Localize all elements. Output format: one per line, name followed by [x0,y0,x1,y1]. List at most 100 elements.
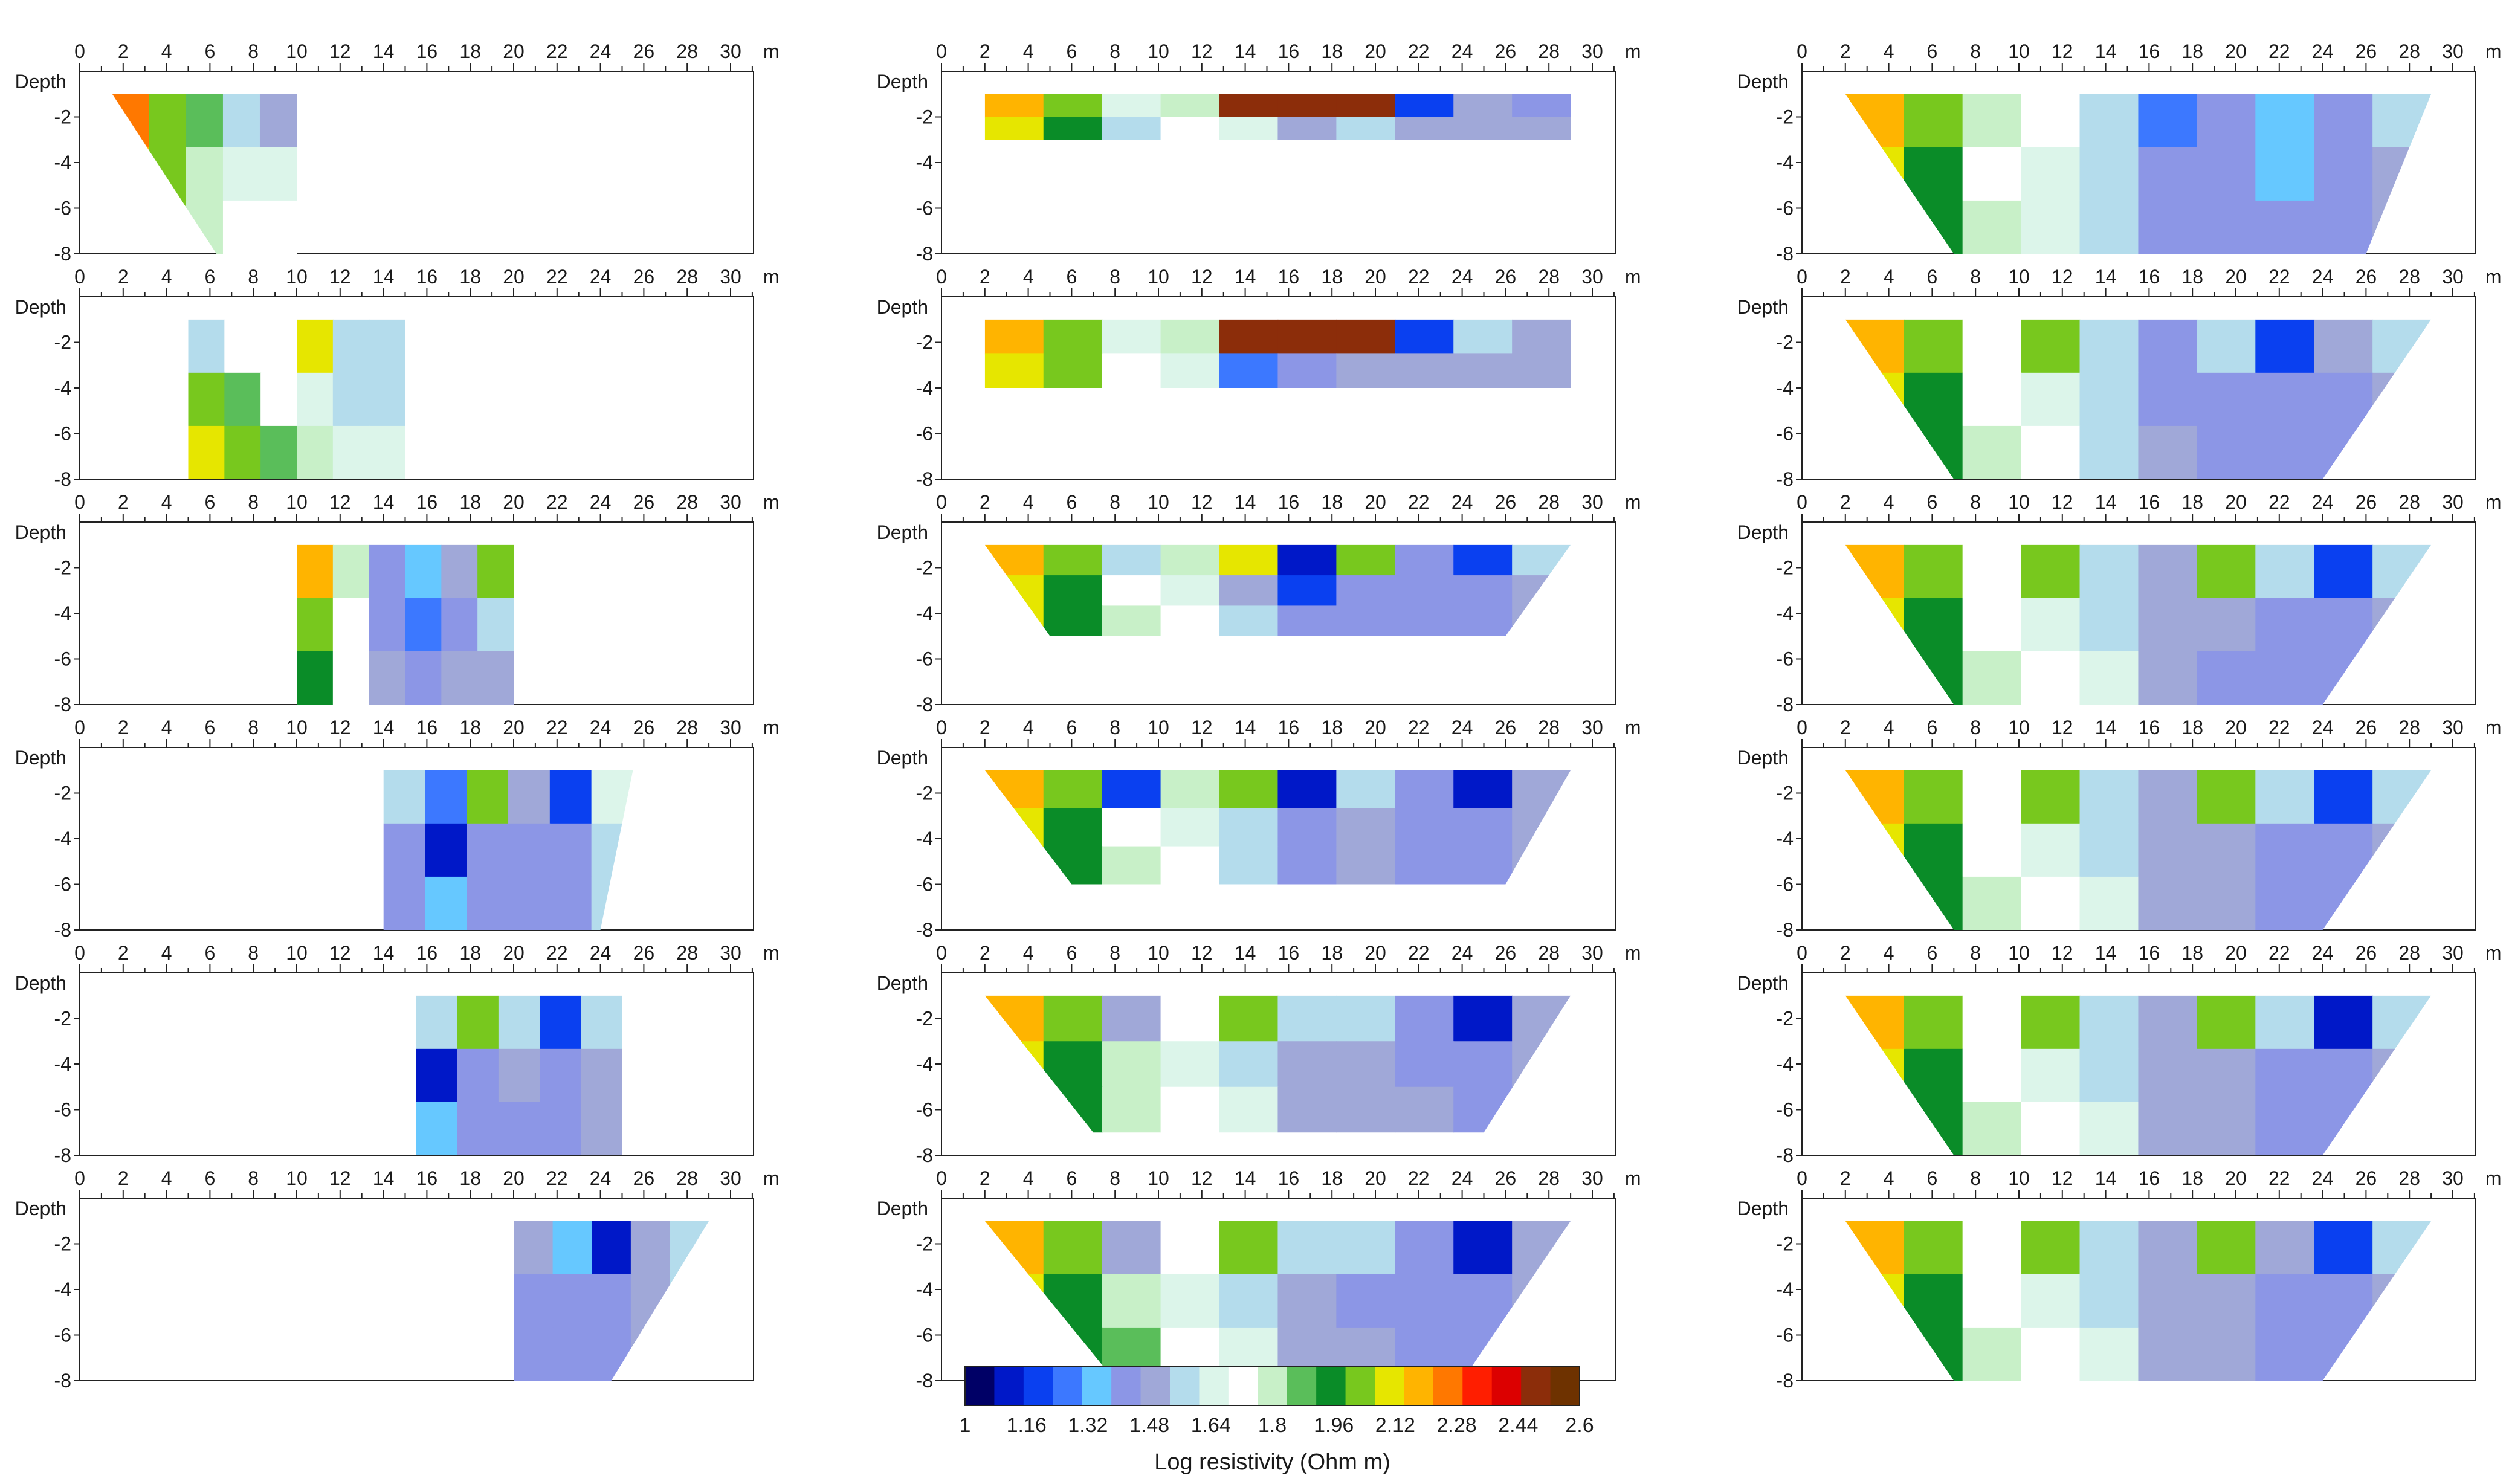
resistivity-cell [1219,94,1279,118]
resistivity-cell [1277,117,1337,140]
resistivity-cell [2021,1221,2081,1275]
resistivity-cell [2021,147,2081,201]
x-tick-label: 2 [980,942,990,964]
x-tick-label: 24 [1451,942,1473,964]
x-tick-label: 16 [2139,717,2160,738]
resistivity-cell [2255,995,2315,1050]
y-tick-label: -8 [916,919,933,941]
x-tick-label: 0 [936,40,947,62]
colorbar-tick-label: 1.96 [1314,1414,1354,1437]
resistivity-cell [1962,1221,2022,1275]
colorbar-swatch [1111,1367,1141,1405]
x-tick-label: 26 [2356,266,2377,288]
x-tick-label: 20 [503,1167,525,1189]
resistivity-cell [425,823,468,877]
x-tick-label: 14 [2095,266,2117,288]
x-tick-label: 28 [676,717,698,738]
resistivity-cell [2079,1102,2139,1155]
resistivity-cell [260,372,297,427]
x-tick-label: 4 [1884,717,1894,738]
resistivity-cell [1395,1221,1455,1275]
resistivity-cell [477,544,514,599]
resistivity-cell [457,1048,499,1103]
section-panel: 0 2 4 6 8 10 12 14 16 18 20 22 24 26 28 30 mDepth-2-4-6-… [1737,1167,2502,1392]
resistivity-cell [1102,605,1161,636]
resistivity-cell [1395,319,1455,355]
x-tick-label: 4 [1884,491,1894,513]
resistivity-cell [2255,1048,2315,1103]
y-axis-label: Depth [877,521,928,543]
y-tick-label: -6 [1777,874,1794,895]
resistivity-cell [1962,823,2022,877]
x-tick-label: 26 [1495,1167,1517,1189]
resistivity-cell [581,1102,622,1155]
x-tick-label: 10 [1148,1167,1169,1189]
x-tick-label: 0 [936,491,947,513]
resistivity-cell [1336,846,1396,885]
resistivity-cell [332,651,370,705]
y-tick-label: -2 [54,782,71,804]
resistivity-cell [1453,605,1513,636]
y-axis-label: Depth [877,1198,928,1219]
resistivity-cell [514,1327,554,1381]
resistivity-cell [2255,1102,2315,1155]
x-tick-label: 10 [286,942,308,964]
resistivity-cell [1043,808,1103,847]
x-tick-label: 14 [1235,717,1256,738]
x-tick-label: 16 [2139,266,2160,288]
resistivity-cell [1160,94,1220,118]
resistivity-cell [552,1274,593,1328]
resistivity-cell [2314,147,2374,201]
resistivity-cell [1102,94,1161,118]
y-tick-label: -8 [1777,468,1794,490]
resistivity-cell [549,876,592,930]
resistivity-cell [2197,770,2256,824]
x-tick-label: 30 [720,491,741,513]
resistivity-cell [1395,544,1455,576]
y-tick-label: -4 [54,152,71,173]
resistivity-cell [1102,770,1161,809]
x-tick-label: 2 [1840,942,1851,964]
resistivity-cell [425,876,468,930]
resistivity-cell [297,425,334,479]
resistivity-cell [2079,372,2139,427]
x-tick-label: 16 [416,1167,438,1189]
x-tick-label: 20 [2225,942,2247,964]
y-tick-label: -2 [54,1008,71,1030]
resistivity-cell [1962,1327,2022,1381]
y-tick-label: -2 [916,106,933,128]
x-tick-label: 12 [2052,40,2073,62]
x-tick-label: 0 [936,266,947,288]
x-tick-label: 6 [205,266,216,288]
colorbar-swatch [1462,1367,1493,1405]
resistivity-cell [2255,876,2315,930]
resistivity-cell [1395,995,1455,1042]
x-tick-label: 26 [1495,942,1517,964]
colorbar-swatch [1433,1367,1464,1405]
resistivity-cell [416,1102,458,1155]
x-tick-label: 2 [1840,266,1851,288]
resistivity-cell [383,876,426,930]
x-tick-label: 30 [1581,40,1603,62]
colorbar-swatch [1023,1367,1054,1405]
x-tick-label: 0 [936,1167,947,1189]
resistivity-cell [2079,94,2139,148]
x-tick-label: 16 [1278,491,1300,513]
y-axis-label: Depth [15,521,66,543]
resistivity-cell [332,598,370,652]
resistivity-grid [383,770,633,930]
x-tick-label: 30 [2442,491,2464,513]
x-tick-label: 24 [590,491,612,513]
x-tick-label: 0 [74,266,85,288]
resistivity-cell [383,823,426,877]
resistivity-cell [1102,319,1161,355]
section-panel: 0 2 4 6 8 10 12 14 16 18 20 22 24 26 28 30 mDepth-2-4-6-… [15,491,780,715]
x-tick-label: 6 [205,942,216,964]
x-tick-label: 8 [1109,1167,1120,1189]
x-tick-label: 8 [1970,266,1981,288]
resistivity-cell [2255,1221,2315,1275]
x-tick-label: 18 [459,1167,481,1189]
y-tick-label: -4 [54,602,71,624]
resistivity-cell [224,319,262,373]
resistivity-grid [297,544,514,705]
